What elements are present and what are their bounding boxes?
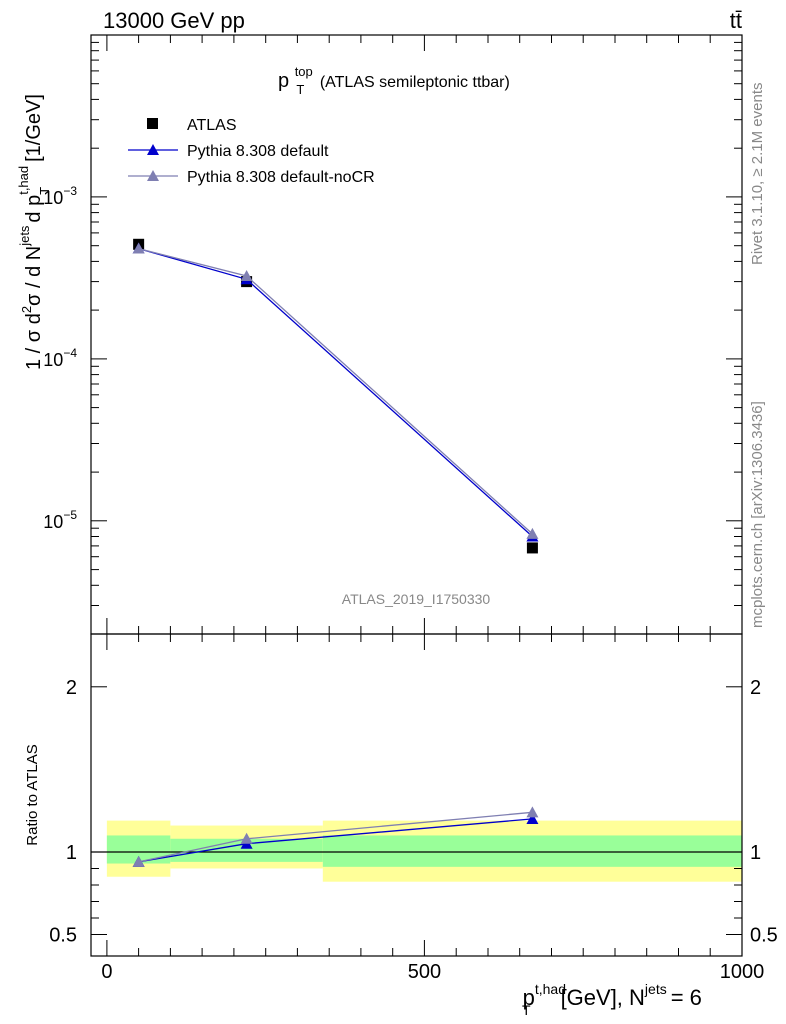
ylabel-supthad: t,had [16,166,31,195]
legend-marker-atlas [147,118,158,129]
ratio-frame [90,633,743,957]
ratio-series [132,806,539,867]
xlabel-sub: T [522,1002,531,1018]
x-tick-label: 500 [408,961,441,983]
ratio-y-axis-label: Ratio to ATLAS [24,744,41,845]
legend: ATLAS Pythia 8.308 default Pythia 8.308 … [128,117,375,186]
ratio-point-triangle [132,855,145,867]
ratio-y-tick-label-left: 1 [66,842,77,864]
ratio-plot-panel: 0.5 0.5 1 1 2 2 0 500 1000 [49,633,778,983]
x-tick-label: 1000 [720,961,765,983]
title-sub: T [296,82,304,97]
mc-point-triangle [526,527,539,539]
ratio-y-tick-label-right: 2 [750,677,761,699]
y-tick-base: 10 [43,188,63,208]
legend-label-atlas: ATLAS [187,117,237,134]
xlabel-sup: t,had [535,981,566,997]
main-y-tick-label: 10−5 [43,508,77,532]
title-rest: (ATLAS semileptonic ttbar) [320,74,510,91]
main-plot-panel: 10−510−410−3 p top T (ATLAS semileptonic… [43,34,743,635]
y-tick-exponent: −3 [63,184,77,198]
ylabel-mid: σ / d N [23,246,45,306]
ylabel-unit: [1/GeV] [23,94,45,162]
xlabel-tail: = 6 [671,985,702,1010]
header-left: 13000 GeV pp [103,8,245,33]
ratio-point-triangle [526,812,539,824]
title-sup: top [295,64,313,79]
ratio-band-inner [322,835,742,867]
main-y-axis-label: 1 / σ d2σ / d Njets d pTt,had [1/GeV] [16,94,52,370]
main-y-tick-label: 10−3 [43,184,77,208]
y-tick-base: 10 [43,350,63,370]
legend-marker-default [147,144,159,155]
ratio-point-triangle [526,806,539,818]
x-axis-label: pt,had T [GeV], Njets = 6 [522,981,702,1018]
ratio-y-tick-label-left: 0.5 [49,925,77,947]
y-tick-exponent: −4 [63,346,77,360]
ratio-y-tick-label-left: 2 [66,677,77,699]
header-right: tt̄ [730,8,742,33]
y-tick-exponent: −5 [63,508,77,522]
ylabel-sup2: 2 [19,306,34,313]
main-series-line [138,247,533,537]
xlabel-supjets: jets [644,981,667,997]
mcplots-label: mcplots.cern.ch [arXiv:1306.3436] [749,401,766,628]
rivet-label: Rivet 3.1.10, ≥ 2.1M events [749,83,766,266]
legend-marker-nocr [147,170,159,181]
ratio-y-tick-label-right: 0.5 [750,925,778,947]
ratio-y-tick-label-right: 1 [750,842,761,864]
legend-label-default: Pythia 8.308 default [187,143,329,160]
x-tick-label: 0 [101,961,112,983]
main-y-tick-label: 10−4 [43,346,77,370]
ylabel-subT: T [37,187,52,195]
y-tick-base: 10 [43,512,63,532]
mc-point-triangle [240,269,253,281]
analysis-watermark: ATLAS_2019_I1750330 [342,591,491,607]
mc-point-triangle [132,242,145,254]
ratio-x-ticks: 0 500 1000 [101,634,764,983]
ylabel-supjets: jets [17,225,32,247]
ylabel-pre: 1 / σ d [23,313,45,370]
main-series-line [138,247,533,535]
xlabel-rest: [GeV], N [561,985,645,1010]
xlabel-p: p [523,985,535,1010]
title-p: p [278,70,289,92]
data-point-square [526,542,538,554]
main-y-ticks: 10−510−410−3 [43,34,742,635]
main-x-ticks [106,35,743,634]
ratio-y-ticks: 0.5 0.5 1 1 2 2 [49,677,778,947]
plot-title: p top T (ATLAS semileptonic ttbar) [278,59,510,99]
ylabel-mid2: d p [23,195,45,223]
main-series [132,238,539,554]
legend-label-nocr: Pythia 8.308 default-noCR [187,169,375,186]
ratio-band-inner [170,838,323,862]
ratio-point-triangle [240,832,253,844]
